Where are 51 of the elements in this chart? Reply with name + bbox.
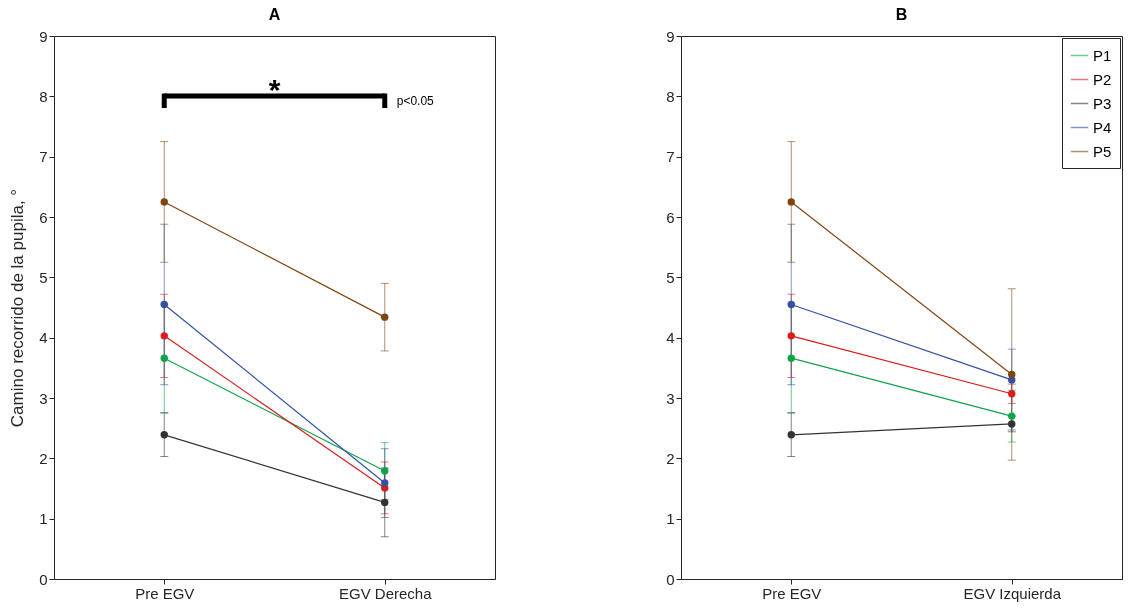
y-tick-label: 3 bbox=[39, 389, 48, 407]
y-tick-label: 4 bbox=[39, 329, 48, 347]
point bbox=[787, 198, 795, 206]
y-tick-label: 1 bbox=[39, 510, 48, 528]
legend-label: P2 bbox=[1093, 70, 1112, 88]
annotation: p<0.05 bbox=[396, 94, 435, 108]
point bbox=[381, 467, 389, 475]
legend-label: P5 bbox=[1093, 142, 1112, 160]
point bbox=[160, 198, 168, 206]
y-tick-label: 9 bbox=[666, 27, 675, 45]
chart-title: B bbox=[895, 6, 908, 23]
point bbox=[160, 332, 168, 340]
point bbox=[381, 498, 389, 507]
y-tick-label: 8 bbox=[39, 87, 48, 105]
point bbox=[1008, 370, 1016, 379]
y-tick-label: 8 bbox=[666, 87, 675, 105]
annotation: * bbox=[268, 73, 281, 106]
y-tick-label: 9 bbox=[39, 27, 48, 45]
x-tick-label: Pre EGV bbox=[135, 584, 195, 602]
point bbox=[381, 479, 389, 487]
point bbox=[787, 431, 795, 439]
legend-label: P4 bbox=[1093, 118, 1112, 136]
point bbox=[787, 354, 795, 362]
chart-title: A bbox=[268, 6, 281, 23]
y-tick-label: 7 bbox=[39, 148, 48, 166]
point bbox=[160, 431, 168, 439]
y-tick-label: 2 bbox=[666, 449, 675, 467]
point bbox=[381, 313, 389, 321]
y-tick-label: 5 bbox=[39, 268, 48, 286]
y-tick-label: 5 bbox=[666, 268, 675, 286]
point bbox=[787, 300, 795, 309]
y-tick-label: 6 bbox=[666, 208, 675, 226]
y-tick-label: 3 bbox=[666, 389, 675, 407]
legend-label: P1 bbox=[1093, 46, 1112, 64]
legend-label: P3 bbox=[1093, 94, 1112, 112]
point bbox=[160, 354, 168, 362]
y-axis-title: Camino recorrido de la pupila, ° bbox=[8, 188, 28, 428]
y-tick-label: 7 bbox=[666, 148, 675, 166]
y-tick-label: 1 bbox=[666, 510, 675, 528]
point bbox=[1008, 420, 1016, 428]
y-tick-label: 2 bbox=[39, 449, 48, 467]
x-tick-label: Pre EGV bbox=[762, 584, 822, 602]
y-tick-label: 4 bbox=[666, 329, 675, 347]
x-tick-label: EGV Derecha bbox=[338, 584, 433, 602]
y-tick-label: 6 bbox=[39, 208, 48, 226]
x-tick-label: EGV Izquierda bbox=[963, 584, 1062, 602]
point bbox=[160, 300, 168, 309]
point bbox=[1008, 390, 1016, 398]
y-tick-label: 0 bbox=[39, 570, 48, 588]
y-tick-label: 0 bbox=[666, 570, 675, 588]
point bbox=[787, 332, 795, 340]
